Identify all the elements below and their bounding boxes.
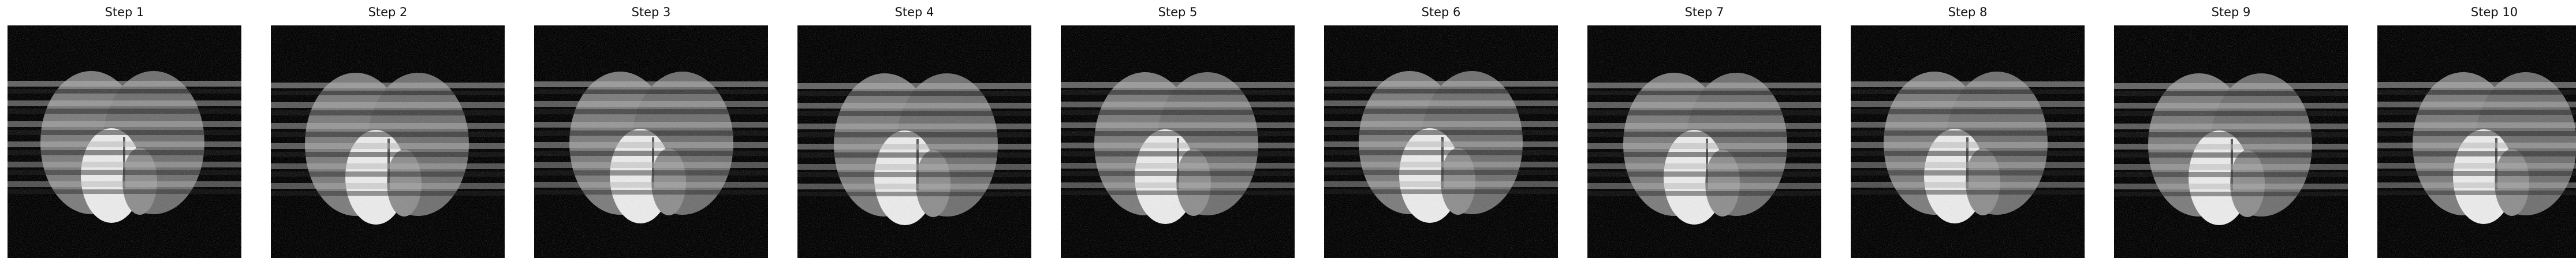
panel-title: Step 8 xyxy=(1948,5,1988,19)
panel-step-2: Step 2 xyxy=(271,0,505,265)
panel-title: Step 6 xyxy=(1421,5,1461,19)
noise-overlay xyxy=(1587,25,1821,258)
panel-step-6: Step 6 xyxy=(1324,0,1558,265)
noise-overlay xyxy=(2377,25,2576,258)
phantom-image xyxy=(534,25,768,258)
panel-step-9: Step 9 xyxy=(2114,0,2348,265)
panel-step-7: Step 7 xyxy=(1587,0,1821,265)
panel-title: Step 5 xyxy=(1158,5,1198,19)
panel-step-5: Step 5 xyxy=(1061,0,1295,265)
panel-title: Step 10 xyxy=(2470,5,2518,19)
panel-title: Step 1 xyxy=(105,5,144,19)
panel-title: Step 3 xyxy=(631,5,671,19)
panel-step-1: Step 1 xyxy=(8,0,241,265)
noise-overlay xyxy=(8,25,241,258)
panel-step-8: Step 8 xyxy=(1851,0,2085,265)
phantom-image xyxy=(8,25,241,258)
phantom-image xyxy=(797,25,1031,258)
phantom-image xyxy=(2114,25,2348,258)
noise-overlay xyxy=(797,25,1031,258)
panel-title: Step 4 xyxy=(894,5,934,19)
noise-overlay xyxy=(1851,25,2085,258)
phantom-image xyxy=(2377,25,2576,258)
noise-overlay xyxy=(2114,25,2348,258)
phantom-image xyxy=(1324,25,1558,258)
panel-step-4: Step 4 xyxy=(797,0,1031,265)
panel-title: Step 2 xyxy=(368,5,408,19)
panel-title: Step 9 xyxy=(2211,5,2251,19)
panel-step-3: Step 3 xyxy=(534,0,768,265)
noise-overlay xyxy=(271,25,505,258)
phantom-image xyxy=(1061,25,1295,258)
phantom-image xyxy=(1587,25,1821,258)
panel-title: Step 7 xyxy=(1684,5,1724,19)
phantom-image xyxy=(271,25,505,258)
phantom-image xyxy=(1851,25,2085,258)
noise-overlay xyxy=(534,25,768,258)
noise-overlay xyxy=(1324,25,1558,258)
noise-overlay xyxy=(1061,25,1295,258)
panel-step-10: Step 10 xyxy=(2377,0,2576,265)
